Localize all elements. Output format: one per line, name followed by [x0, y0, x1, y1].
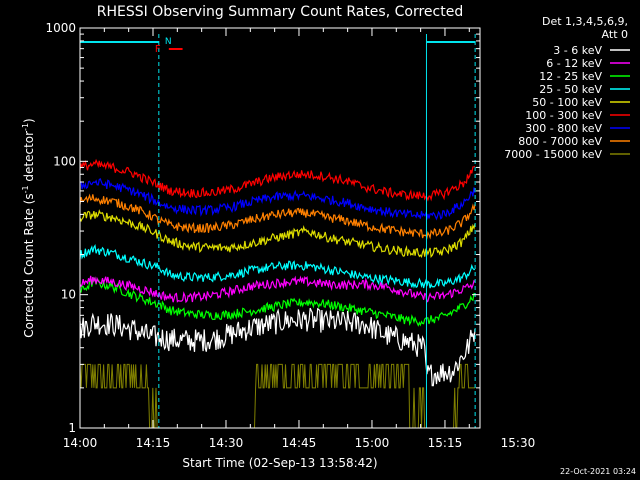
- series-line-5: [79, 158, 476, 202]
- series-line-7: [79, 193, 476, 240]
- x-axis-label: Start Time (02-Sep-13 13:58:42): [182, 456, 377, 470]
- y-axis-label-part-2: detector: [22, 131, 36, 186]
- legend-label-3: 25 - 50 keV: [539, 83, 602, 96]
- legend-header-line-1: Det 1,3,4,5,6,9,: [542, 15, 628, 28]
- x-tick-label: 15:30: [501, 436, 536, 450]
- series-line-8: [79, 363, 475, 429]
- footer-date: 22-Oct-2021 03:24: [560, 467, 636, 476]
- legend-label-7: 800 - 7000 keV: [518, 135, 602, 148]
- legend-label-6: 300 - 800 keV: [525, 122, 602, 135]
- y-tick-label: 10: [61, 288, 76, 302]
- series-line-3: [79, 244, 476, 289]
- series-line-2: [80, 277, 476, 327]
- y-axis-label-superscript-1: -1: [21, 185, 30, 193]
- y-axis-label: Corrected Count Rate (s-1 detector-1): [21, 118, 36, 337]
- series-line-0: [79, 307, 476, 387]
- x-tick-label: 15:00: [355, 436, 390, 450]
- x-axis: 14:00 14:15 14:30 14:45 15:00 15:15 15:30: [63, 28, 536, 450]
- y-tick-label: 1000: [45, 21, 76, 35]
- series-line-6: [80, 178, 476, 221]
- legend-label-4: 50 - 100 keV: [532, 96, 602, 109]
- x-tick-label: 14:15: [136, 436, 171, 450]
- legend-label-2: 12 - 25 keV: [539, 70, 602, 83]
- series-layer: [79, 158, 476, 429]
- x-tick-label: 15:15: [428, 436, 463, 450]
- flare-label: F: [155, 44, 161, 55]
- legend-header-line-2: Att 0: [602, 28, 628, 41]
- y-axis-label-part-1: Corrected Count Rate (s: [22, 193, 36, 337]
- series-line-1: [79, 275, 476, 304]
- legend-label-0: 3 - 6 keV: [553, 44, 602, 57]
- plot-frame: [79, 27, 481, 429]
- y-axis-label-part-3: ): [22, 118, 36, 123]
- y-axis: 1 10 100 1000: [45, 21, 480, 435]
- x-tick-label: 14:00: [63, 436, 98, 450]
- chart-title: RHESSI Observing Summary Count Rates, Co…: [97, 4, 463, 20]
- legend-label-5: 100 - 300 keV: [525, 109, 602, 122]
- series-line-4: [79, 209, 476, 259]
- x-tick-label: 14:45: [282, 436, 317, 450]
- legend-label-8: 7000 - 15000 keV: [504, 148, 602, 161]
- x-tick-label: 14:30: [209, 436, 244, 450]
- y-axis-label-superscript-2: -1: [21, 123, 30, 131]
- y-tick-label: 1: [68, 421, 76, 435]
- night-label: N: [165, 37, 172, 47]
- legend-label-1: 6 - 12 keV: [546, 57, 602, 70]
- y-tick-label: 100: [53, 154, 76, 168]
